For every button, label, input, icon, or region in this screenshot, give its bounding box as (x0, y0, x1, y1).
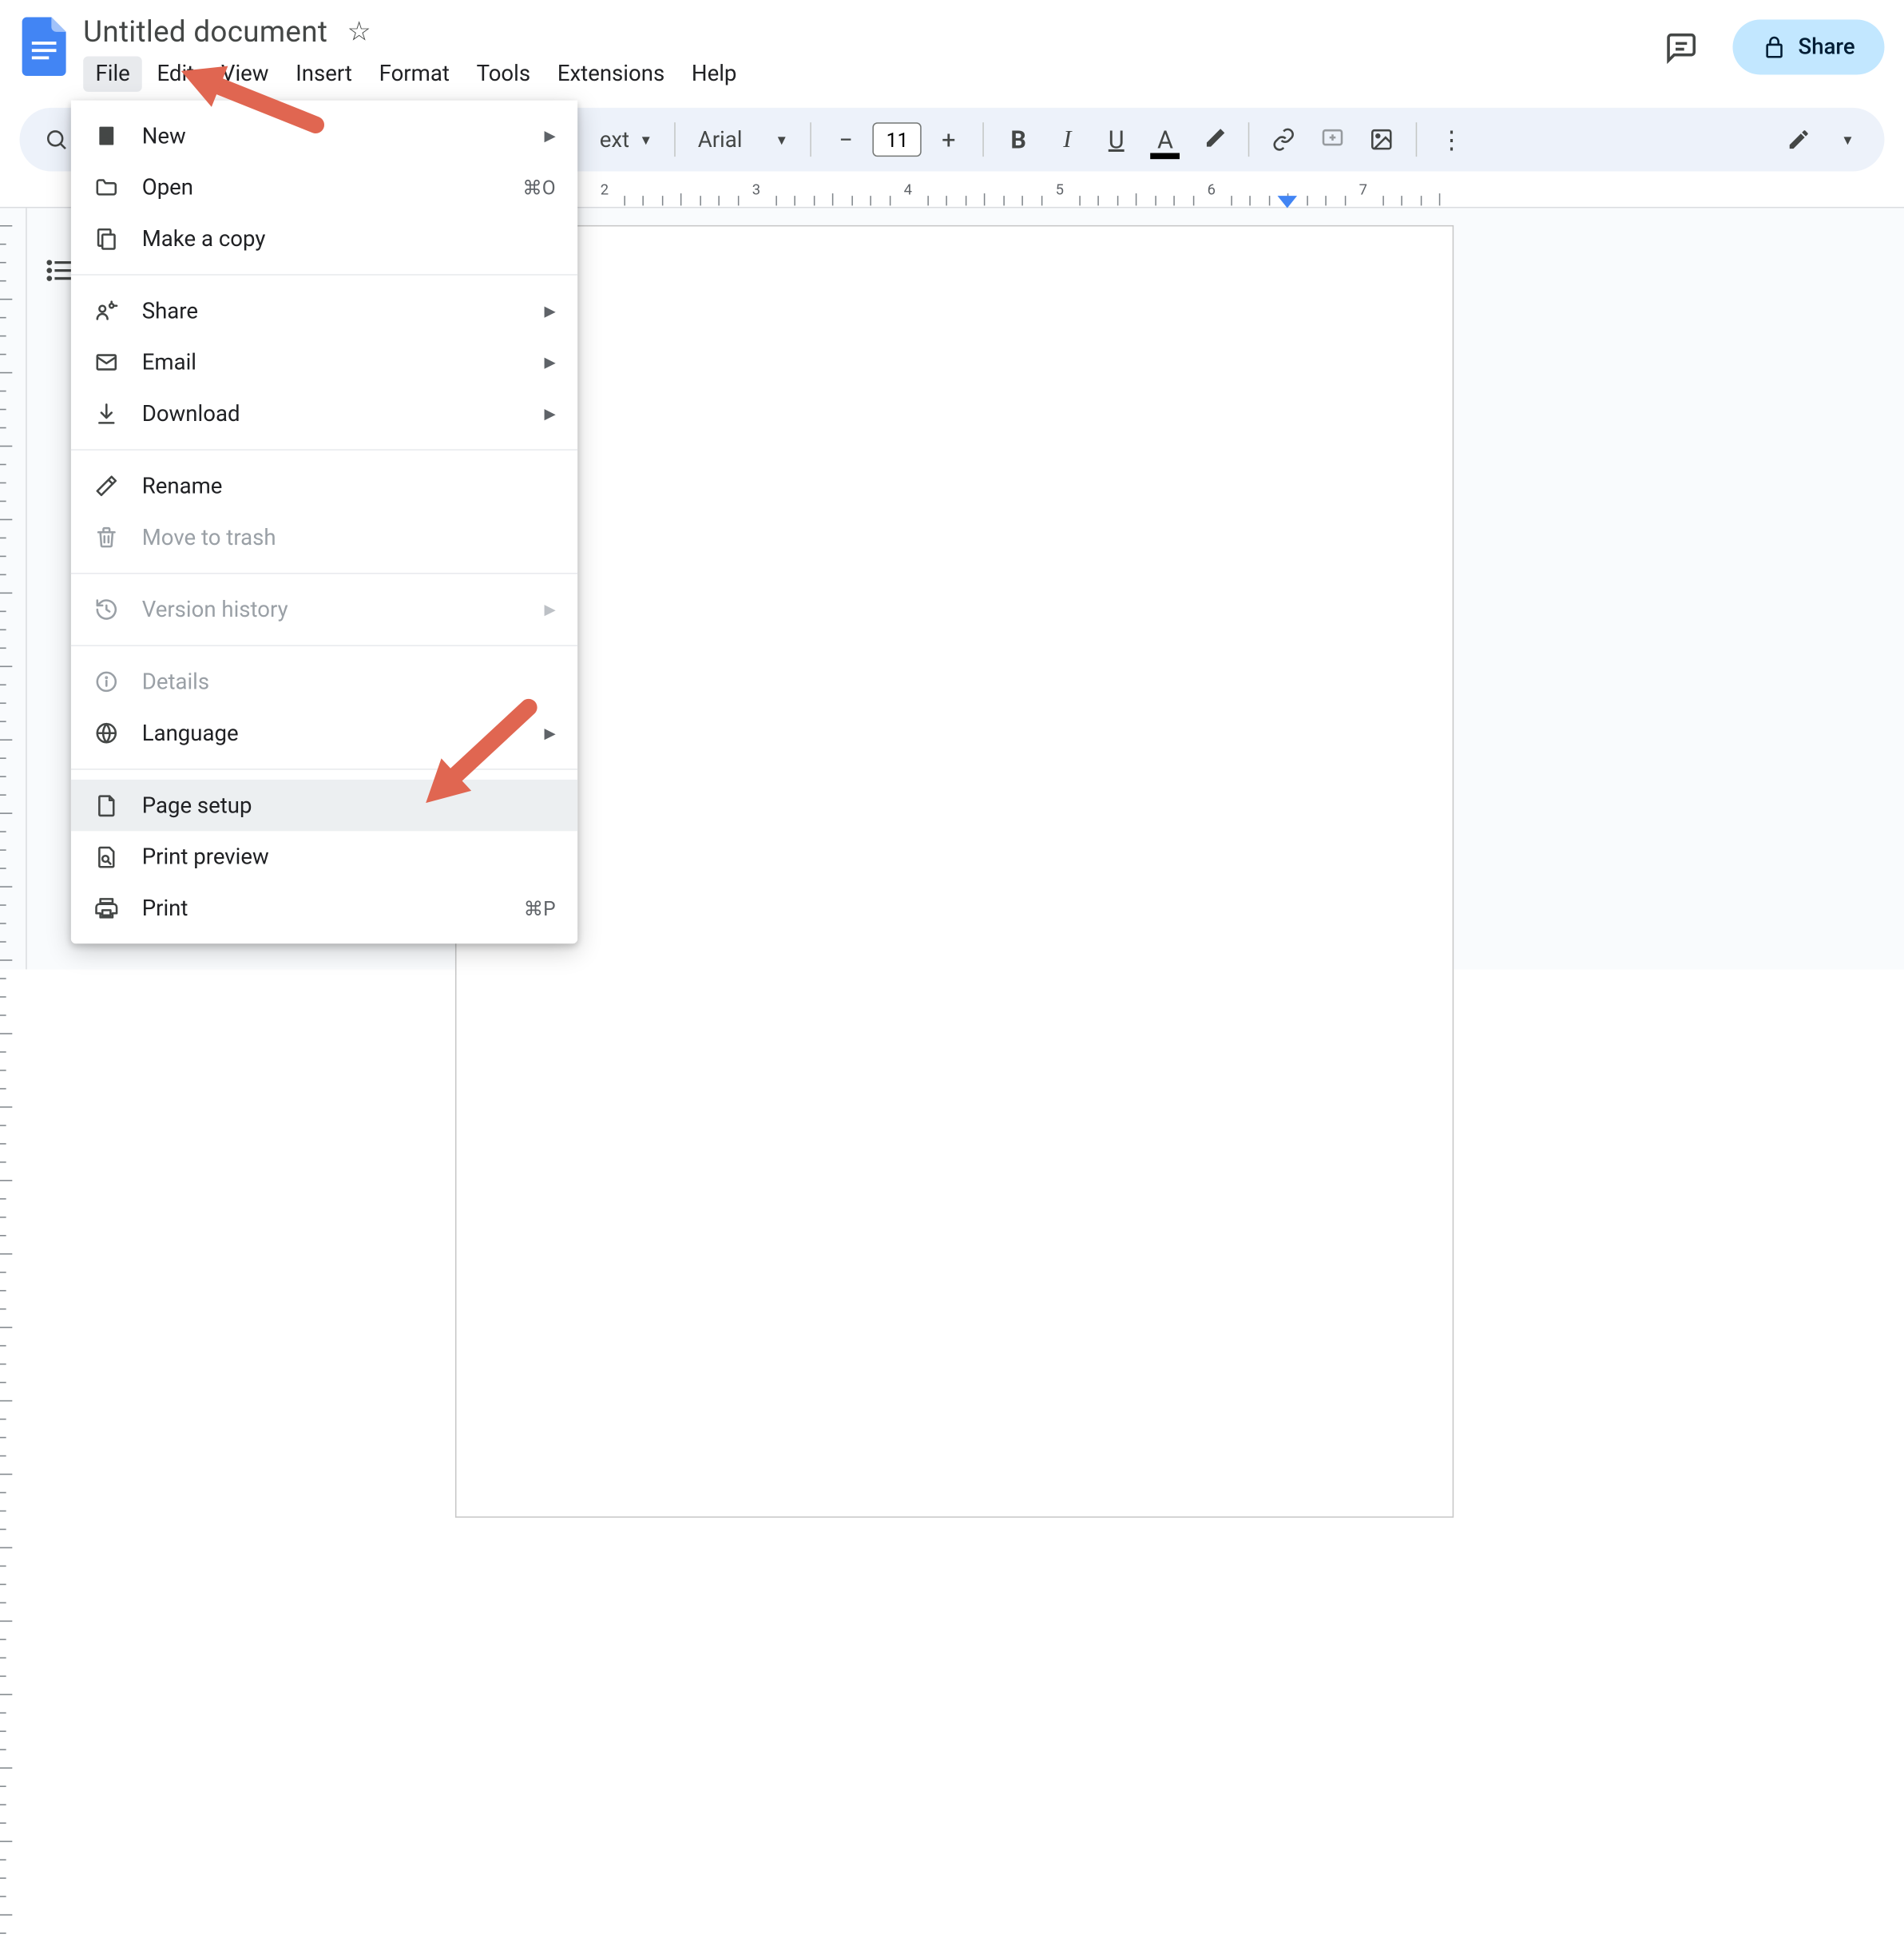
menu-item-email[interactable]: Email ▶ (71, 336, 577, 387)
page-icon (93, 792, 120, 819)
editing-mode-dropdown[interactable]: ▼ (1826, 117, 1870, 161)
font-family-dropdown[interactable]: Arial▼ (688, 127, 798, 153)
menu-item-rename[interactable]: Rename (71, 460, 577, 511)
preview-icon (93, 844, 120, 871)
menu-item-print-preview[interactable]: Print preview (71, 831, 577, 882)
folder-icon (93, 174, 120, 201)
text-color-button[interactable]: A (1143, 117, 1187, 161)
menu-divider (71, 768, 577, 770)
menu-divider (71, 274, 577, 276)
insert-link-button[interactable] (1262, 117, 1306, 161)
chevron-right-icon: ▶ (544, 302, 555, 319)
trash-icon (93, 524, 120, 551)
vertical-ruler[interactable] (0, 208, 27, 969)
share-button[interactable]: Share (1732, 20, 1885, 75)
menu-item-label: Rename (142, 473, 556, 498)
menu-item-page-setup[interactable]: Page setup (71, 780, 577, 831)
globe-icon (93, 720, 120, 747)
info-icon (93, 669, 120, 696)
menu-item-label: Download (142, 401, 522, 427)
lock-icon (1762, 35, 1787, 60)
toolbar-separator (811, 122, 812, 157)
menu-item-label: New (142, 123, 522, 149)
download-icon (93, 400, 120, 427)
underline-button[interactable]: U (1094, 117, 1138, 161)
add-comment-button[interactable] (1311, 117, 1355, 161)
copy-icon (93, 225, 120, 252)
menu-item-open[interactable]: Open ⌘O (71, 161, 577, 212)
font-size-input[interactable]: 11 (873, 122, 922, 157)
bold-button[interactable]: B (997, 117, 1041, 161)
history-icon (93, 596, 120, 623)
chevron-right-icon: ▶ (544, 601, 555, 618)
document-page[interactable] (455, 225, 1454, 1518)
menubar-file[interactable]: File (83, 56, 142, 91)
comments-button[interactable] (1654, 20, 1708, 73)
star-icon[interactable]: ☆ (347, 17, 371, 47)
menu-item-make-a-copy[interactable]: Make a copy (71, 213, 577, 264)
menu-item-label: Print (142, 896, 502, 921)
email-icon (93, 349, 120, 376)
toolbar-separator (983, 122, 985, 157)
increase-fontsize-button[interactable]: + (926, 117, 970, 161)
insert-image-button[interactable] (1360, 117, 1404, 161)
menu-item-label: Version history (142, 597, 522, 622)
menu-shortcut: ⌘O (522, 176, 555, 199)
print-icon (93, 895, 120, 922)
share-label: Share (1799, 34, 1855, 60)
menu-item-label: Open (142, 174, 501, 200)
menu-item-new[interactable]: New ▶ (71, 110, 577, 161)
chevron-right-icon: ▶ (544, 354, 555, 371)
share-icon (93, 297, 120, 324)
menubar-tools[interactable]: Tools (464, 56, 542, 91)
menubar-extensions[interactable]: Extensions (545, 56, 676, 91)
menu-item-label: Share (142, 298, 522, 324)
header: Untitled document ☆ FileEditViewInsertFo… (0, 0, 1904, 98)
menu-item-label: Email (142, 349, 522, 375)
document-title[interactable]: Untitled document (83, 14, 327, 49)
menu-divider (71, 449, 577, 451)
decrease-fontsize-button[interactable]: − (824, 117, 868, 161)
menu-item-download[interactable]: Download ▶ (71, 388, 577, 439)
rename-icon (93, 472, 120, 499)
menu-item-label: Page setup (142, 792, 556, 818)
menu-item-version-history: Version history ▶ (71, 584, 577, 635)
menubar-help[interactable]: Help (680, 56, 749, 91)
menu-item-label: Details (142, 669, 556, 694)
toolbar-separator (1248, 122, 1250, 157)
menu-item-print[interactable]: Print ⌘P (71, 883, 577, 934)
menubar-edit[interactable]: Edit (145, 56, 206, 91)
highlight-color-button[interactable] (1192, 117, 1236, 161)
menu-item-label: Print preview (142, 844, 556, 869)
toolbar-separator (675, 122, 676, 157)
italic-button[interactable]: I (1045, 117, 1089, 161)
paragraph-styles-dropdown[interactable]: ext▼ (589, 127, 662, 153)
menu-item-move-to-trash: Move to trash (71, 511, 577, 562)
menubar: FileEditViewInsertFormatToolsExtensionsH… (83, 56, 1654, 91)
menu-divider (71, 645, 577, 646)
more-toolbar-button[interactable]: ⋮ (1430, 117, 1474, 161)
menubar-view[interactable]: View (209, 56, 281, 91)
menu-divider (71, 573, 577, 574)
menubar-format[interactable]: Format (367, 56, 462, 91)
editing-mode-button[interactable] (1777, 117, 1821, 161)
menu-item-share[interactable]: Share ▶ (71, 285, 577, 336)
docs-app-icon[interactable] (20, 14, 69, 78)
file-menu-dropdown: New▶Open⌘OMake a copyShare▶Email▶Downloa… (71, 101, 577, 944)
menu-shortcut: ⌘P (524, 896, 556, 919)
menu-item-language[interactable]: Language ▶ (71, 708, 577, 759)
menu-item-details: Details (71, 656, 577, 707)
chevron-right-icon: ▶ (544, 127, 555, 144)
menubar-insert[interactable]: Insert (284, 56, 364, 91)
menu-item-label: Make a copy (142, 226, 556, 252)
doc-icon (93, 122, 120, 149)
chevron-right-icon: ▶ (544, 405, 555, 422)
chevron-right-icon: ▶ (544, 725, 555, 741)
toolbar-separator (1416, 122, 1418, 157)
menu-item-label: Language (142, 721, 522, 746)
menu-item-label: Move to trash (142, 525, 556, 550)
